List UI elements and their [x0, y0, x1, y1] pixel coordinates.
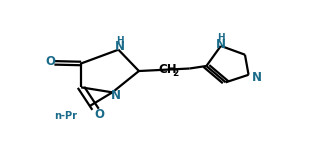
- Text: N: N: [252, 71, 262, 84]
- Text: O: O: [95, 108, 105, 121]
- Text: 2: 2: [173, 68, 179, 78]
- Text: N: N: [216, 37, 226, 51]
- Text: N: N: [111, 89, 121, 102]
- Text: n-Pr: n-Pr: [54, 111, 77, 121]
- Text: O: O: [45, 55, 55, 68]
- Text: H: H: [116, 36, 123, 45]
- Text: CH: CH: [159, 63, 177, 76]
- Text: H: H: [217, 33, 225, 42]
- Text: N: N: [115, 40, 125, 53]
